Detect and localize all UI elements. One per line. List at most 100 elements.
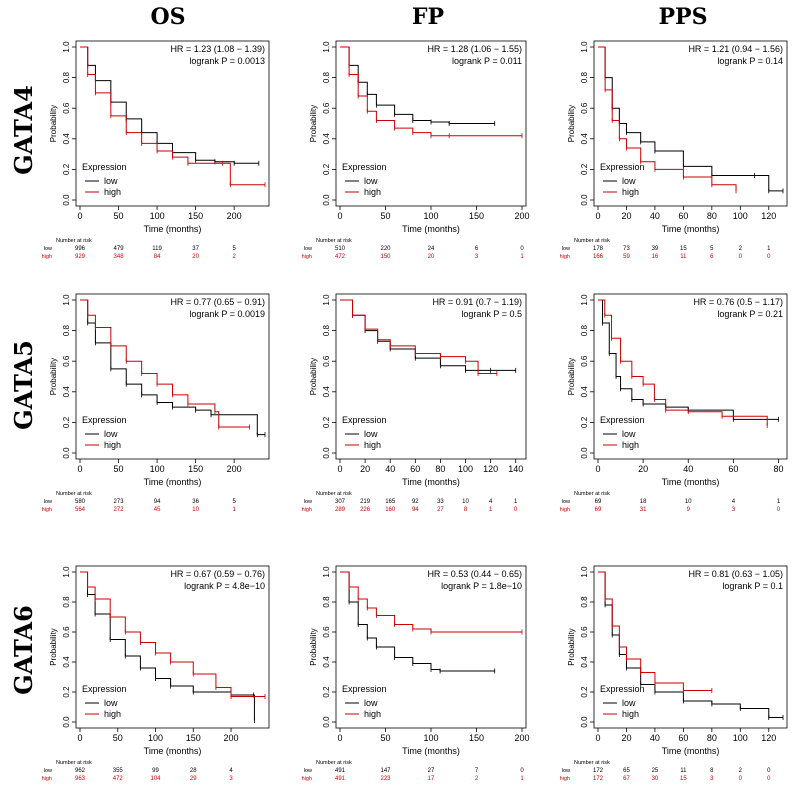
risk-value-low: 165 xyxy=(385,499,396,505)
risk-row-label-low: low xyxy=(44,246,52,252)
risk-table-title: Number at risk xyxy=(574,238,610,244)
risk-value-high: 27 xyxy=(437,507,444,513)
risk-value-high: 150 xyxy=(380,254,391,260)
y-axis-label: Probability xyxy=(309,628,318,665)
risk-row-label-low: low xyxy=(562,246,570,252)
km-panel-gata4-os: 0.0 0.2 0.4 0.6 0.8 1.0 Probability 0 50 100 150 20… xyxy=(42,40,270,260)
risk-value-low: 0 xyxy=(767,768,771,774)
y-tick-label: 0.6 xyxy=(322,626,331,638)
y-tick-label: 1.0 xyxy=(322,41,331,53)
risk-value-low: 33 xyxy=(437,499,444,505)
x-tick-label: 80 xyxy=(773,464,783,474)
legend-label-high: high xyxy=(104,187,121,197)
risk-value-low: 28 xyxy=(190,768,197,774)
risk-value-low: 962 xyxy=(75,768,86,774)
risk-value-high: 272 xyxy=(114,507,125,513)
hazard-ratio: HR = 0.53 (0.44 − 0.65) xyxy=(427,569,522,579)
x-tick-label: 0 xyxy=(337,733,342,743)
x-tick-label: 0 xyxy=(595,733,600,743)
y-tick-label: 0.0 xyxy=(62,447,71,459)
y-axis-label: Probability xyxy=(567,105,576,142)
risk-value-low: 99 xyxy=(152,768,159,774)
risk-row-label-high: high xyxy=(560,254,570,260)
x-tick-label: 60 xyxy=(728,464,738,474)
risk-value-low: 5 xyxy=(232,246,236,252)
legend-label-low: low xyxy=(364,698,378,708)
y-tick-label: 0.2 xyxy=(580,416,589,428)
risk-value-low: 355 xyxy=(113,768,124,774)
x-tick-label: 150 xyxy=(188,464,203,474)
km-curve-high xyxy=(598,571,712,691)
legend-label-high: high xyxy=(104,440,121,450)
legend-label-high: high xyxy=(364,709,381,719)
risk-value-low: 491 xyxy=(335,768,346,774)
y-tick-label: 0.8 xyxy=(62,324,71,336)
risk-value-low: 147 xyxy=(380,768,391,774)
risk-value-high: 9 xyxy=(687,507,691,513)
risk-value-low: 8 xyxy=(710,768,714,774)
risk-value-low: 4 xyxy=(489,499,493,505)
y-tick-label: 0.0 xyxy=(322,447,331,459)
risk-value-high: 929 xyxy=(75,254,86,260)
legend-label-low: low xyxy=(104,176,118,186)
legend-title: Expression xyxy=(82,415,127,425)
risk-value-high: 1 xyxy=(520,776,524,782)
risk-value-high: 84 xyxy=(154,254,161,260)
risk-value-high: 0 xyxy=(777,507,781,513)
legend-title: Expression xyxy=(82,162,127,172)
risk-value-low: 479 xyxy=(114,246,125,252)
row-title-gata5: GATA5 xyxy=(9,340,38,430)
x-tick-label: 120 xyxy=(483,464,498,474)
x-tick-label: 60 xyxy=(678,211,688,221)
risk-value-high: 0 xyxy=(739,776,743,782)
y-tick-label: 0.2 xyxy=(580,163,589,175)
y-tick-label: 0.6 xyxy=(322,355,331,367)
x-tick-label: 50 xyxy=(114,211,124,221)
x-axis-label: Time (months) xyxy=(662,224,720,234)
y-tick-label: 0.4 xyxy=(62,133,71,145)
risk-value-high: 8 xyxy=(464,507,468,513)
x-axis-label: Time (months) xyxy=(662,746,720,756)
risk-value-high: 2 xyxy=(232,254,236,260)
legend-label-high: high xyxy=(622,440,639,450)
risk-value-low: 10 xyxy=(462,499,469,505)
x-tick-label: 80 xyxy=(707,211,717,221)
risk-value-high: 11 xyxy=(680,254,687,260)
x-tick-label: 60 xyxy=(410,464,420,474)
x-tick-label: 0 xyxy=(337,464,342,474)
risk-value-low: 25 xyxy=(652,768,659,774)
risk-value-high: 2 xyxy=(475,776,479,782)
risk-value-low: 37 xyxy=(192,246,199,252)
risk-row-label-low: low xyxy=(44,768,52,774)
risk-table-title: Number at risk xyxy=(56,491,92,497)
risk-value-low: 1 xyxy=(767,246,771,252)
km-curve-low xyxy=(340,571,495,672)
x-tick-label: 120 xyxy=(761,733,776,743)
x-axis-label: Time (months) xyxy=(402,746,460,756)
y-tick-label: 1.0 xyxy=(62,566,71,578)
risk-value-low: 36 xyxy=(192,499,199,505)
hazard-ratio: HR = 0.77 (0.65 − 0.91) xyxy=(170,297,265,307)
x-axis-label: Time (months) xyxy=(144,746,202,756)
y-axis-label: Probability xyxy=(49,358,58,395)
risk-value-low: 5 xyxy=(232,499,236,505)
risk-value-low: 580 xyxy=(75,499,86,505)
risk-value-low: 2 xyxy=(739,768,743,774)
risk-value-low: 6 xyxy=(475,246,479,252)
x-tick-label: 40 xyxy=(385,464,395,474)
x-axis-label: Time (months) xyxy=(144,224,202,234)
risk-value-high: 3 xyxy=(732,507,736,513)
risk-value-low: 92 xyxy=(412,499,419,505)
hazard-ratio: HR = 0.81 (0.63 − 1.05) xyxy=(688,569,783,579)
y-tick-label: 0.6 xyxy=(580,102,589,114)
plot-frame xyxy=(593,40,788,207)
x-axis-label: Time (months) xyxy=(402,477,460,487)
risk-value-high: 20 xyxy=(192,254,199,260)
risk-value-high: 348 xyxy=(114,254,125,260)
y-tick-label: 0.2 xyxy=(62,163,71,175)
